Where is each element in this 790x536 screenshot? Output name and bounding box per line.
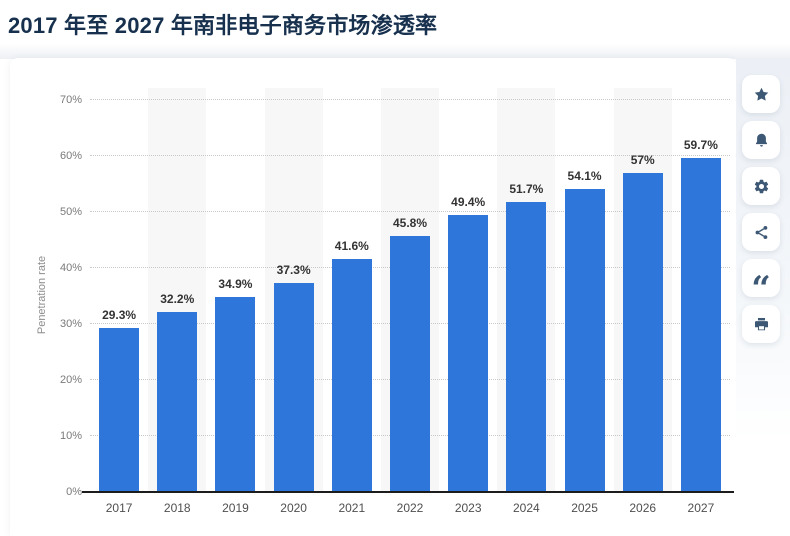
bar[interactable] [506,202,547,492]
y-tick-label: 70% [59,94,82,106]
y-tick-label: 20% [59,374,82,386]
bar-value-label: 41.6% [334,239,369,254]
gridline [90,155,730,156]
bar[interactable] [273,283,314,492]
x-tick-label: 2017 [105,501,133,515]
print-button[interactable] [742,305,780,343]
cite-button[interactable]: “ [742,259,780,306]
y-tick-label: 60% [59,150,82,162]
gridline [90,211,730,212]
x-tick-label: 2027 [687,501,715,515]
bar-value-label: 32.2% [160,291,195,306]
gear-icon [753,178,770,195]
share-button[interactable] [742,213,780,251]
action-toolbar: “ [736,58,790,536]
gridline [90,99,730,100]
plot-area: 0% 10% 20% 30% 40% 50% 60% 70% 29.3% 2017 32.2% 201… [60,88,734,515]
x-tick-label: 2020 [280,501,307,515]
share-icon [753,224,770,241]
y-tick-label: 10% [59,430,82,442]
bell-icon [753,132,770,149]
y-tick-label: 0% [66,486,82,498]
bar-value-label: 51.7% [509,182,544,197]
y-tick-label: 50% [59,206,82,218]
chart-card: Penetration rate 0% 10% 20% 30% 40% 50% 60% 70%… [10,58,736,536]
x-tick-label: 2025 [571,501,598,515]
x-tick-label: 2019 [222,501,249,515]
x-tick-label: 2018 [163,501,191,515]
bar[interactable] [448,215,489,492]
y-tick-label: 30% [59,318,82,330]
page-title: 2017 年至 2027 年南非电子商务市场渗透率 [8,13,438,38]
printer-icon [753,316,770,333]
bar-value-label: 57% [630,152,655,167]
bar[interactable] [622,172,663,492]
settings-button[interactable] [742,167,780,205]
x-tick-label: 2021 [338,501,366,515]
x-tick-label: 2024 [513,501,540,515]
bar-value-label: 37.3% [276,263,311,278]
favorite-button[interactable] [742,75,780,113]
x-axis-line [82,491,734,493]
x-tick-label: 2022 [396,501,424,515]
bar[interactable] [680,157,721,492]
bar[interactable] [99,327,140,492]
bar-value-label: 34.9% [218,276,253,291]
background-gradient [0,44,790,59]
x-tick-label: 2023 [454,501,482,515]
bar[interactable] [157,311,198,492]
bar-value-label: 49.4% [451,195,486,210]
bar-value-label: 59.7% [683,137,718,152]
bar[interactable] [215,296,256,492]
bar[interactable] [390,235,430,492]
alerts-button[interactable] [742,121,780,159]
x-tick-label: 2026 [629,501,657,515]
bar-value-label: 45.8% [392,215,427,230]
bar-value-label: 54.1% [567,169,602,184]
bar[interactable] [564,189,605,492]
bar-value-label: 29.3% [102,307,137,322]
bar[interactable] [331,259,372,492]
star-icon [753,86,770,103]
y-tick-label: 40% [59,262,82,274]
